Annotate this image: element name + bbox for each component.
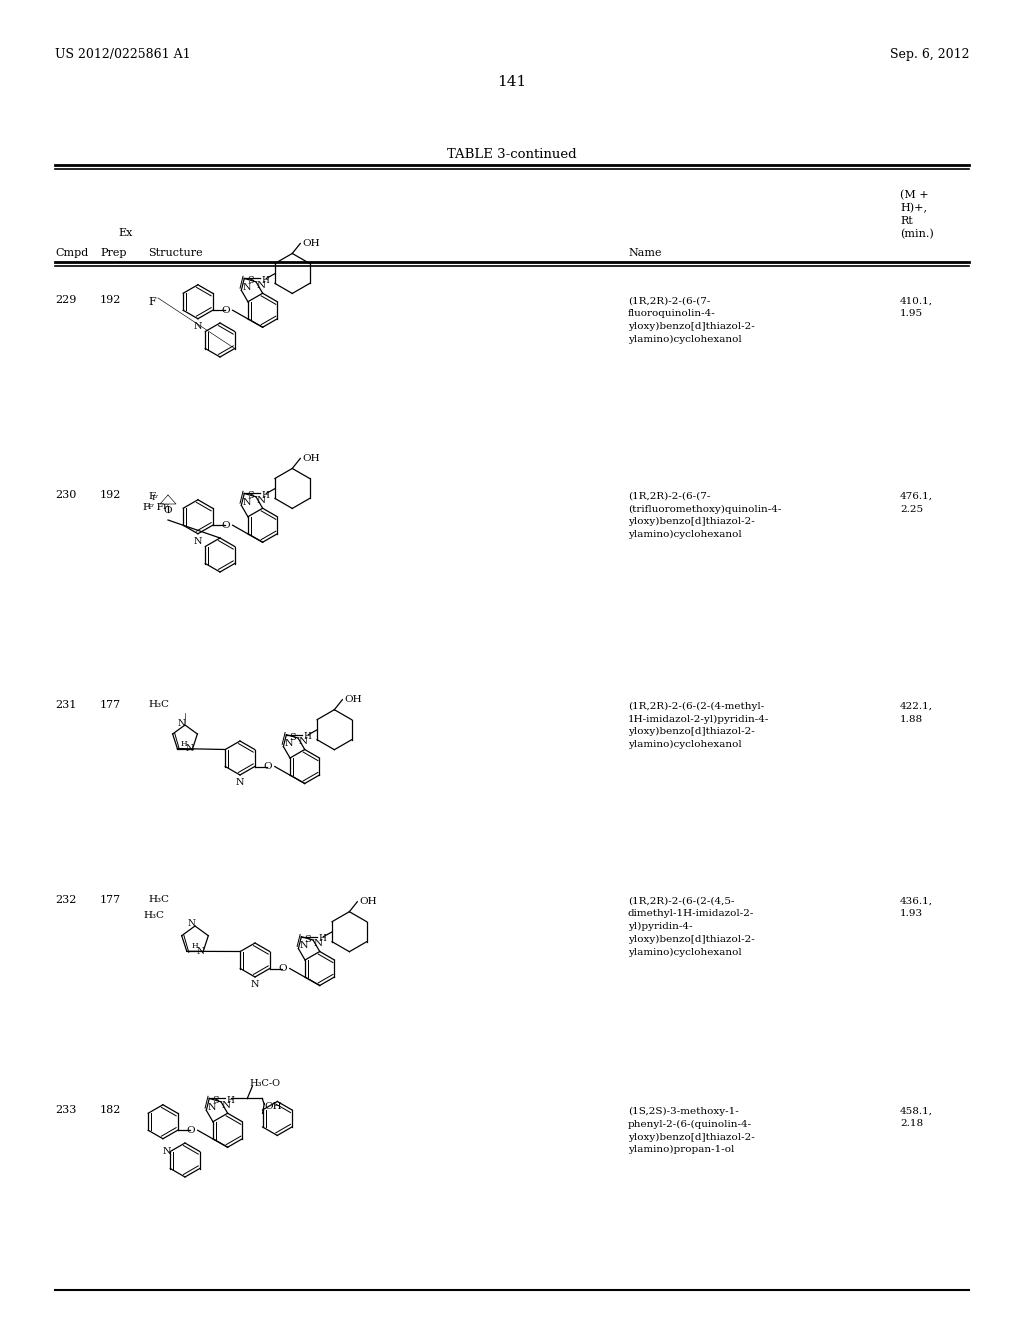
Text: N: N <box>194 537 203 545</box>
Text: OH: OH <box>264 1102 282 1111</box>
Text: 192: 192 <box>100 490 122 500</box>
Text: H)+,: H)+, <box>900 203 927 214</box>
Text: Name: Name <box>628 248 662 257</box>
Text: N: N <box>243 282 251 292</box>
Text: F: F <box>152 494 158 502</box>
Text: (1S,2S)-3-methoxy-1-
phenyl-2-(6-(quinolin-4-
yloxy)benzo[d]thiazol-2-
ylamino)p: (1S,2S)-3-methoxy-1- phenyl-2-(6-(quinol… <box>628 1107 755 1154</box>
Text: 177: 177 <box>100 895 121 906</box>
Text: N: N <box>236 777 245 787</box>
Text: H: H <box>261 491 269 500</box>
Text: (1R,2R)-2-(6-(2-(4-methyl-
1H-imidazol-2-yl)pyridin-4-
yloxy)benzo[d]thiazol-2-
: (1R,2R)-2-(6-(2-(4-methyl- 1H-imidazol-2… <box>628 702 769 750</box>
Text: O: O <box>279 964 287 973</box>
Text: N: N <box>194 322 203 331</box>
Text: (M +: (M + <box>900 190 929 201</box>
Text: S: S <box>290 733 296 742</box>
Text: H: H <box>303 733 311 742</box>
Text: S: S <box>212 1097 219 1105</box>
Text: O: O <box>221 521 230 529</box>
Text: H₃C-O: H₃C-O <box>249 1078 281 1088</box>
Text: OH: OH <box>302 239 319 248</box>
Text: 177: 177 <box>100 700 121 710</box>
Text: Sep. 6, 2012: Sep. 6, 2012 <box>890 48 969 61</box>
Text: F: F <box>148 297 156 308</box>
Text: 229: 229 <box>55 294 77 305</box>
Text: N: N <box>177 718 185 727</box>
Text: OH: OH <box>359 898 377 907</box>
Text: N: N <box>221 1101 230 1110</box>
Text: 458.1,
2.18: 458.1, 2.18 <box>900 1107 933 1129</box>
Text: H: H <box>226 1096 234 1105</box>
Text: N: N <box>187 920 195 928</box>
Text: N: N <box>207 1102 216 1111</box>
Text: N: N <box>298 737 307 746</box>
Text: N: N <box>197 946 204 956</box>
Text: Structure: Structure <box>148 248 203 257</box>
Text: Rt: Rt <box>900 216 912 226</box>
Text: OH: OH <box>344 696 362 704</box>
Text: TABLE 3-continued: TABLE 3-continued <box>447 148 577 161</box>
Text: O: O <box>186 1126 195 1135</box>
Text: 436.1,
1.93: 436.1, 1.93 <box>900 898 933 919</box>
Text: F: F <box>163 503 169 511</box>
Text: H: H <box>191 942 198 950</box>
Text: 232: 232 <box>55 895 77 906</box>
Text: N: N <box>243 498 251 507</box>
Text: 230: 230 <box>55 490 77 500</box>
Text: H₃C: H₃C <box>143 911 164 920</box>
Text: 231: 231 <box>55 700 77 710</box>
Text: O: O <box>164 506 172 515</box>
Text: Prep: Prep <box>100 248 127 257</box>
Text: 182: 182 <box>100 1105 122 1115</box>
Text: F: F <box>148 503 154 511</box>
Text: N: N <box>299 941 308 950</box>
Text: N: N <box>285 739 293 748</box>
Text: 422.1,
1.88: 422.1, 1.88 <box>900 702 933 723</box>
Text: (1R,2R)-2-(6-(7-
fluoroquinolin-4-
yloxy)benzo[d]thiazol-2-
ylamino)cyclohexanol: (1R,2R)-2-(6-(7- fluoroquinolin-4- yloxy… <box>628 297 755 345</box>
Text: 476.1,
2.25: 476.1, 2.25 <box>900 492 933 513</box>
Text: H₃C: H₃C <box>148 700 169 709</box>
Text: N: N <box>162 1147 171 1156</box>
Text: 410.1,
1.95: 410.1, 1.95 <box>900 297 933 318</box>
Text: 141: 141 <box>498 75 526 88</box>
Text: US 2012/0225861 A1: US 2012/0225861 A1 <box>55 48 190 61</box>
Text: H: H <box>180 739 187 747</box>
Text: F: F <box>148 492 155 502</box>
Text: (min.): (min.) <box>900 228 934 239</box>
Text: H: H <box>261 276 269 285</box>
Text: N: N <box>185 744 194 752</box>
Text: Cmpd: Cmpd <box>55 248 88 257</box>
Text: N: N <box>256 281 265 290</box>
Text: O: O <box>263 762 272 771</box>
Text: S: S <box>247 276 254 285</box>
Text: N: N <box>251 979 259 989</box>
Text: Ex: Ex <box>118 228 132 238</box>
Text: OH: OH <box>302 454 319 463</box>
Text: (1R,2R)-2-(6-(7-
(trifluoromethoxy)quinolin-4-
yloxy)benzo[d]thiazol-2-
ylamino): (1R,2R)-2-(6-(7- (trifluoromethoxy)quino… <box>628 492 781 539</box>
Text: N: N <box>313 940 323 948</box>
Text: F  F: F F <box>143 503 164 512</box>
Text: S: S <box>247 491 254 500</box>
Text: H: H <box>318 935 327 944</box>
Text: (1R,2R)-2-(6-(2-(4,5-
dimethyl-1H-imidazol-2-
yl)pyridin-4-
yloxy)benzo[d]thiazo: (1R,2R)-2-(6-(2-(4,5- dimethyl-1H-imidaz… <box>628 898 755 957</box>
Text: 233: 233 <box>55 1105 77 1115</box>
Text: O: O <box>221 306 230 314</box>
Text: S: S <box>304 935 311 944</box>
Text: H₃C: H₃C <box>148 895 169 904</box>
Text: N: N <box>256 496 265 506</box>
Text: 192: 192 <box>100 294 122 305</box>
